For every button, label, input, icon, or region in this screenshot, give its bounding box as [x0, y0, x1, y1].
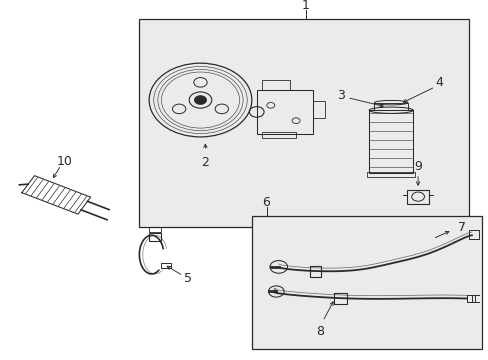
Text: 4: 4 [435, 76, 443, 89]
Bar [149, 227, 161, 233]
Bar [374, 103, 407, 110]
Bar [262, 80, 290, 90]
Bar [368, 110, 412, 174]
Text: 9: 9 [413, 160, 421, 173]
Bar [251, 216, 481, 350]
Text: 7: 7 [457, 221, 465, 234]
Bar [407, 190, 428, 204]
Bar [309, 266, 321, 277]
Text: 2: 2 [201, 156, 209, 169]
Bar [262, 132, 295, 138]
Text: 8: 8 [316, 325, 324, 338]
Text: 6: 6 [262, 196, 270, 209]
Circle shape [194, 96, 206, 104]
Bar [139, 19, 468, 226]
Text: 1: 1 [301, 0, 309, 12]
Text: 3: 3 [336, 89, 344, 102]
Bar [256, 90, 312, 134]
Bar [366, 172, 415, 177]
Text: 10: 10 [57, 155, 73, 168]
Bar [161, 263, 171, 268]
Bar [333, 293, 346, 304]
Text: 5: 5 [184, 272, 192, 285]
Bar [149, 233, 161, 240]
Bar [468, 230, 478, 239]
Bar [312, 101, 325, 118]
